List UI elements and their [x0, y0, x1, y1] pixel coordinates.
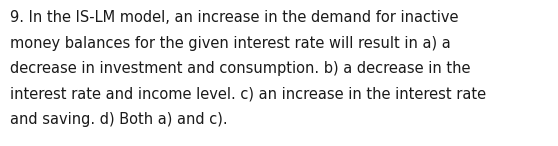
Text: 9. In the IS-LM model, an increase in the demand for inactive: 9. In the IS-LM model, an increase in th… — [10, 10, 459, 25]
Text: and saving. d) Both a) and c).: and saving. d) Both a) and c). — [10, 112, 228, 127]
Text: decrease in investment and consumption. b) a decrease in the: decrease in investment and consumption. … — [10, 61, 470, 76]
Text: money balances for the given interest rate will result in a) a: money balances for the given interest ra… — [10, 36, 451, 51]
Text: interest rate and income level. c) an increase in the interest rate: interest rate and income level. c) an in… — [10, 87, 486, 102]
